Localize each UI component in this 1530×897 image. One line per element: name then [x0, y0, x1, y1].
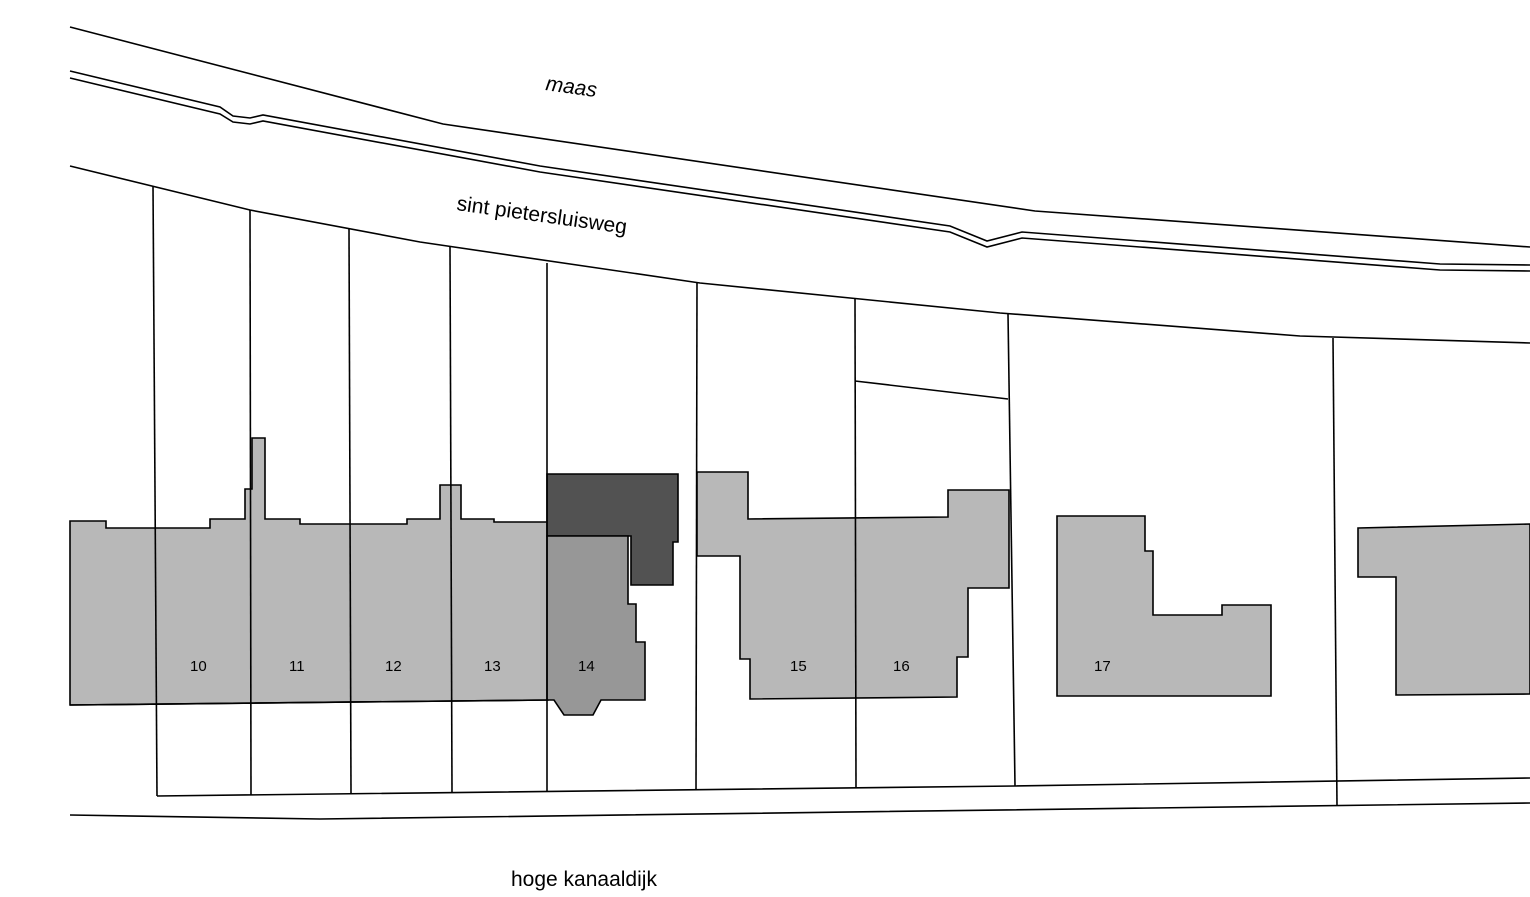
parcel-line	[348, 228, 352, 794]
lot-number-16: 16	[893, 658, 910, 675]
building-17[interactable]	[1056, 515, 1272, 697]
row-houses-block	[69, 437, 549, 706]
parcel-line	[249, 209, 252, 796]
parcel-boundaries	[69, 185, 1530, 807]
parcel-sub-line	[854, 380, 1009, 400]
building-15-16[interactable]	[696, 471, 1010, 700]
lot-number-11: 11	[289, 658, 305, 675]
lot-number-15: 15	[790, 658, 807, 675]
parcel-line	[1332, 337, 1338, 807]
dike-road-upper-line	[69, 70, 1530, 266]
building-18-partial[interactable]	[1357, 523, 1530, 696]
lower-street-label: hoge kanaaldijk	[511, 868, 657, 891]
buildings	[69, 437, 1530, 716]
parcel-rear-line	[156, 777, 1530, 797]
lot-number-17: 17	[1094, 658, 1111, 675]
parcel-line	[152, 185, 158, 797]
lot-number-12: 12	[385, 658, 402, 675]
parcel-front-line	[69, 699, 549, 706]
lot-number-10: 10	[190, 658, 207, 675]
lot-number-13: 13	[484, 658, 501, 675]
parcel-line	[449, 246, 453, 793]
parcel-line	[695, 282, 698, 791]
dike-road-lower-line	[69, 77, 1530, 272]
building-14[interactable]	[546, 535, 646, 716]
parcel-line	[854, 298, 857, 789]
lot-number-14: 14	[578, 658, 595, 675]
river-edge	[69, 26, 1530, 248]
parcel-line	[1007, 313, 1016, 787]
river-label: maas	[544, 72, 599, 102]
upper-street-label: sint pietersluisweg	[455, 192, 628, 239]
street-edge-south	[69, 802, 1530, 820]
lot-numbers: 10 11 12 13 14 15 16 17	[190, 658, 1111, 675]
